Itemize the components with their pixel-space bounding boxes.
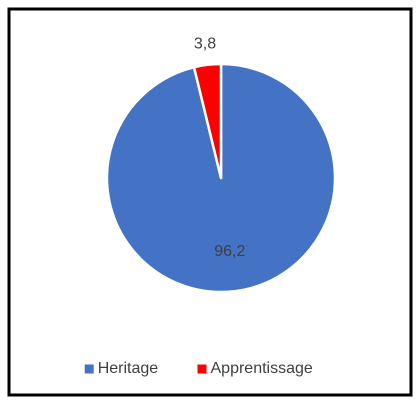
legend: Heritage Apprentissage xyxy=(84,360,313,377)
legend-label: Apprentissage xyxy=(211,360,313,377)
pie-slice xyxy=(105,62,337,294)
legend-swatch xyxy=(84,364,94,374)
pie-slice xyxy=(192,62,223,180)
legend-label: Heritage xyxy=(98,360,159,377)
data-label: 3,8 xyxy=(194,36,216,53)
data-labels: 96,2 3,8 xyxy=(194,36,246,260)
pie xyxy=(105,62,337,294)
data-label: 96,2 xyxy=(214,243,245,260)
legend-swatch xyxy=(197,364,207,374)
